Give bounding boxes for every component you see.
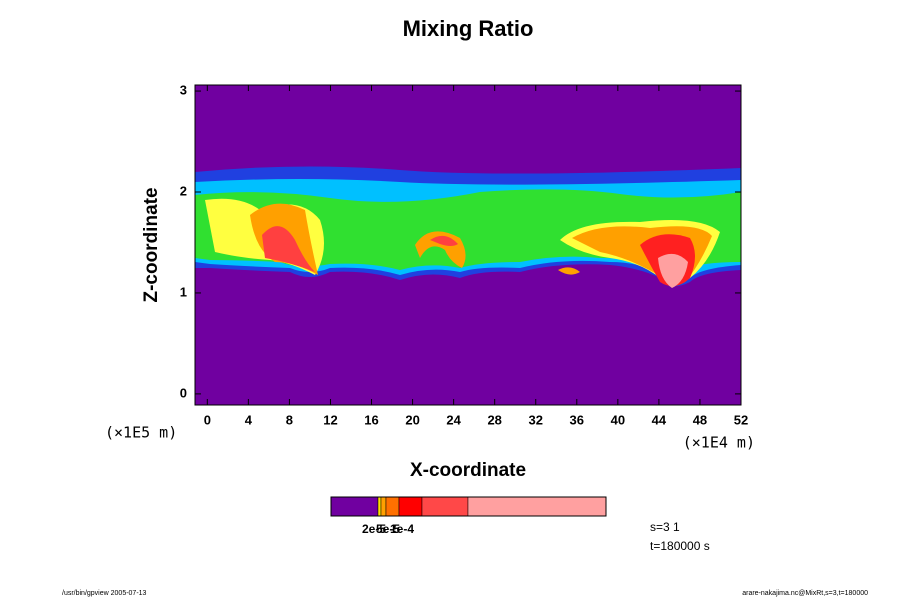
x-tick-label: 12 bbox=[323, 412, 337, 427]
colorbar-frame bbox=[330, 496, 607, 517]
colorbar-segment bbox=[380, 496, 387, 517]
y-tick-label: 3 bbox=[180, 82, 187, 97]
colorbar-segment bbox=[330, 496, 379, 517]
colorbar-segment bbox=[377, 496, 382, 517]
x-tick-label: 24 bbox=[446, 412, 461, 427]
x-tick-label: 0 bbox=[204, 412, 211, 427]
x-tick-label: 52 bbox=[734, 412, 748, 427]
colorbar-segment bbox=[467, 496, 607, 517]
x-tick-label: 8 bbox=[286, 412, 293, 427]
x-tick-label: 48 bbox=[693, 412, 707, 427]
colorbar-segment bbox=[421, 496, 469, 517]
x-tick-label: 40 bbox=[611, 412, 625, 427]
x-tick-label: 36 bbox=[570, 412, 584, 427]
y-axis-label: Z-coordinate bbox=[141, 187, 162, 302]
colorbar-label: 5e-5 bbox=[376, 522, 400, 536]
x-tick-label: 4 bbox=[245, 412, 253, 427]
colorbar-segment bbox=[385, 496, 400, 517]
footer: /usr/bin/gpview 2005-07-13 bbox=[62, 590, 147, 597]
contour-field bbox=[195, 85, 741, 405]
x-tick-label: 16 bbox=[364, 412, 378, 427]
colorbar-label: 1e-4 bbox=[390, 522, 414, 536]
footer: arare-nakajima.nc@MixRt,s=3,t=180000 bbox=[742, 590, 868, 597]
x-tick-label: 28 bbox=[487, 412, 501, 427]
x-tick-label: 44 bbox=[652, 412, 667, 427]
chart-title: Mixing Ratio bbox=[403, 16, 534, 41]
colorbar-segment bbox=[398, 496, 423, 517]
y-tick-label: 2 bbox=[180, 183, 187, 198]
x-tick-label: 32 bbox=[529, 412, 543, 427]
x-unit: (×1E4 m) bbox=[683, 434, 755, 452]
colorbar-label: 2e-5 bbox=[362, 522, 386, 536]
y-unit: (×1E5 m) bbox=[105, 424, 177, 442]
y-tick-label: 1 bbox=[180, 284, 187, 299]
x-axis-label: X-coordinate bbox=[410, 460, 526, 481]
x-tick-label: 20 bbox=[405, 412, 419, 427]
y-tick-label: 0 bbox=[180, 385, 187, 400]
plot-frame bbox=[194, 84, 742, 406]
annotation: t=180000 s bbox=[650, 539, 710, 553]
annotation: s=3 1 bbox=[650, 520, 680, 534]
